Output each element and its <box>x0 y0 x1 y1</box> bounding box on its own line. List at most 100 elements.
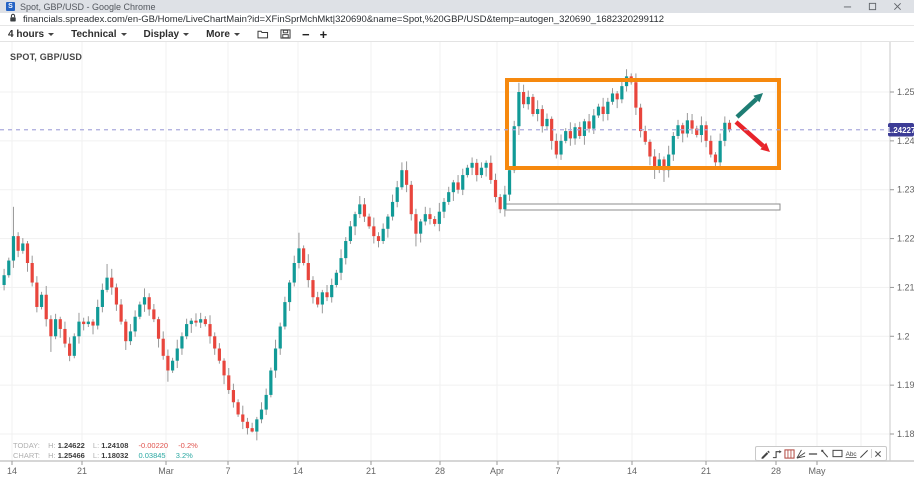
candle <box>358 204 362 215</box>
candle <box>119 304 123 322</box>
price-chart[interactable]: 1.25 1.24 1.23 1.22 1.21 1.2 1.19 1.18 14 21 Mar 7 1… <box>0 42 914 477</box>
candle <box>227 375 231 391</box>
display-dropdown[interactable]: Display <box>144 29 190 40</box>
candle <box>615 93 619 100</box>
candle <box>255 419 259 432</box>
candle <box>297 248 301 263</box>
ohlc-grid-tool-icon[interactable] <box>784 448 795 459</box>
candle <box>58 319 62 329</box>
more-label: More <box>206 28 230 40</box>
today-low-value: 1.24108 <box>101 441 129 450</box>
ray-tool-icon[interactable] <box>859 449 869 459</box>
candle <box>620 86 624 100</box>
text-tool-icon[interactable]: Abc <box>845 449 858 459</box>
candle <box>540 109 544 127</box>
candle <box>414 214 418 234</box>
candle <box>657 159 661 168</box>
y-tick-label: 1.19 <box>897 380 914 390</box>
candle <box>353 214 357 227</box>
candle <box>194 320 198 323</box>
address-bar[interactable]: financials.spreadex.com/en-GB/Home/LiveC… <box>0 13 914 26</box>
display-label: Display <box>143 28 180 40</box>
technical-dropdown[interactable]: Technical <box>71 29 127 40</box>
candle <box>16 236 20 251</box>
elbow-arrow-tool-icon[interactable] <box>772 449 782 459</box>
support-zone-annotation[interactable] <box>504 203 781 211</box>
candle <box>152 309 156 320</box>
save-icon[interactable] <box>280 29 291 39</box>
candle <box>203 319 207 325</box>
candle <box>362 204 367 217</box>
candle <box>39 294 44 307</box>
up-arrow-annotation[interactable] <box>753 93 763 103</box>
candle <box>278 326 282 349</box>
pencil-tool-icon[interactable] <box>760 449 770 459</box>
drawing-toolbar: Abc <box>755 446 887 461</box>
candle <box>433 219 437 224</box>
trend-line-tool-icon[interactable] <box>820 449 830 459</box>
candle <box>545 118 549 127</box>
zoom-in-button[interactable]: + <box>319 26 328 42</box>
rectangle-tool-icon[interactable] <box>832 449 843 458</box>
folder-open-icon[interactable] <box>257 29 269 39</box>
candle <box>330 284 334 298</box>
candle <box>386 216 390 229</box>
candle <box>709 140 713 155</box>
horizontal-line-tool-icon[interactable] <box>808 449 818 459</box>
candle <box>49 319 53 337</box>
candle <box>302 248 306 263</box>
candle <box>180 336 184 349</box>
x-tick-label: 7 <box>225 466 230 476</box>
candle <box>447 192 451 202</box>
candle <box>320 292 324 305</box>
candlestick-series[interactable] <box>2 69 732 441</box>
candle <box>475 162 479 176</box>
candle <box>409 184 413 215</box>
close-icon[interactable] <box>893 2 902 11</box>
candle <box>147 297 151 310</box>
candle <box>124 321 128 342</box>
candle <box>189 320 193 325</box>
zoom-out-button[interactable]: − <box>302 26 310 42</box>
up-arrow-annotation[interactable] <box>735 97 758 119</box>
candle <box>367 216 371 227</box>
candle <box>269 370 273 395</box>
candle <box>404 170 409 185</box>
x-tick-label: Mar <box>158 466 174 476</box>
candle <box>470 162 474 168</box>
candle <box>419 221 423 234</box>
more-dropdown[interactable]: More <box>206 29 240 40</box>
candle <box>245 421 250 429</box>
y-tick-label: 1.2 <box>897 331 910 341</box>
lock-icon[interactable] <box>9 10 17 28</box>
candle <box>161 338 165 356</box>
candle <box>596 106 601 116</box>
candle <box>283 302 287 327</box>
timeframe-dropdown[interactable]: 4 hours <box>8 29 55 40</box>
down-arrow-annotation[interactable] <box>734 120 765 148</box>
candle <box>479 167 484 176</box>
consolidation-box-annotation[interactable] <box>505 78 781 170</box>
candle <box>512 126 516 171</box>
candle <box>395 187 399 202</box>
chart-high-value: 1.25466 <box>57 450 85 460</box>
down-arrow-annotation[interactable] <box>760 142 770 152</box>
delete-drawing-icon[interactable] <box>874 450 882 458</box>
candle <box>217 348 221 361</box>
x-tick-label: May <box>808 466 826 476</box>
candle <box>11 236 16 261</box>
x-tick-label: Apr <box>490 466 504 476</box>
url-text[interactable]: financials.spreadex.com/en-GB/Home/LiveC… <box>23 13 665 25</box>
candle <box>587 121 591 129</box>
x-tick-label: 21 <box>701 466 711 476</box>
fan-lines-tool-icon[interactable] <box>796 449 806 459</box>
maximize-icon[interactable] <box>868 2 877 11</box>
minimize-icon[interactable] <box>843 2 852 11</box>
candle <box>531 96 535 114</box>
x-tick-label: 14 <box>293 466 303 476</box>
candle <box>2 275 6 285</box>
candle <box>606 101 610 114</box>
chart-stats-row: CHART: H: 1.25466 L: 1.18032 0.03845 3.2… <box>13 451 198 461</box>
candle <box>138 304 142 317</box>
candle <box>236 402 240 415</box>
